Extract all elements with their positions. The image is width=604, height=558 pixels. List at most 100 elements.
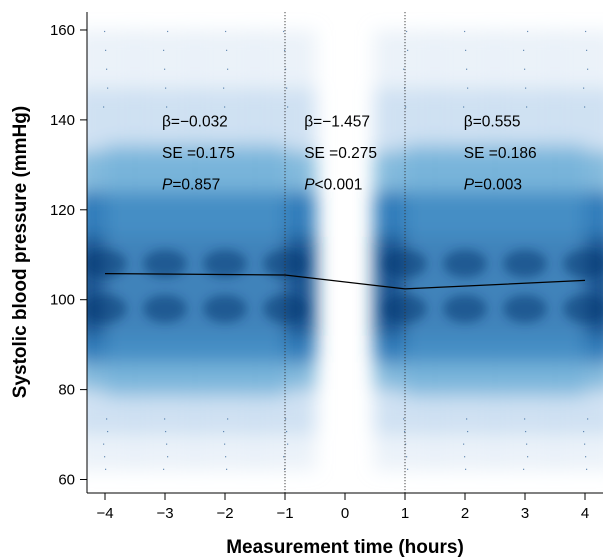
density-hotspot bbox=[263, 294, 307, 323]
measurement-speck bbox=[526, 443, 528, 445]
annotation-text: P=0.003 bbox=[464, 177, 522, 194]
x-tick-label: 4 bbox=[581, 505, 589, 522]
measurement-speck bbox=[284, 468, 286, 470]
density-hotspot bbox=[443, 249, 487, 278]
density-hotspot bbox=[503, 249, 547, 278]
measurement-speck bbox=[225, 456, 227, 458]
measurement-speck bbox=[226, 49, 228, 51]
measurement-speck bbox=[163, 468, 165, 470]
measurement-speck bbox=[283, 30, 285, 33]
reference-lines bbox=[284, 12, 406, 493]
measurement-speck bbox=[467, 430, 469, 433]
measurement-speck bbox=[106, 418, 108, 420]
measurement-speck bbox=[103, 106, 105, 108]
x-tick-label: −3 bbox=[156, 505, 173, 522]
x-tick-label: −1 bbox=[276, 505, 293, 522]
density-hotspot bbox=[263, 249, 307, 278]
measurement-speck bbox=[284, 49, 286, 51]
measurement-speck bbox=[227, 418, 229, 420]
measurement-speck bbox=[407, 468, 409, 470]
measurement-speck bbox=[103, 443, 105, 445]
annotation-text: β=0.555 bbox=[464, 114, 521, 131]
y-tick-label: 80 bbox=[58, 382, 75, 399]
y-tick-label: 100 bbox=[50, 292, 75, 309]
density-hotspot bbox=[87, 294, 127, 323]
measurement-speck bbox=[164, 68, 166, 70]
density-band bbox=[105, 142, 285, 399]
y-tick-label: 120 bbox=[50, 202, 75, 219]
measurement-speck bbox=[465, 49, 467, 51]
density-hotspot bbox=[503, 294, 547, 323]
y-tick-label: 60 bbox=[58, 472, 75, 489]
regression-line-group bbox=[104, 272, 586, 290]
measurement-speck bbox=[524, 68, 526, 70]
measurement-speck bbox=[165, 430, 167, 433]
measurement-speck bbox=[283, 456, 285, 458]
measurement-speck bbox=[466, 418, 468, 420]
x-tick-label: −4 bbox=[96, 505, 113, 522]
density-band bbox=[405, 142, 585, 399]
measurement-speck bbox=[527, 30, 529, 33]
measurement-speck bbox=[587, 68, 589, 70]
measurement-speck bbox=[523, 49, 525, 51]
density-layer bbox=[87, 29, 603, 471]
measurement-speck bbox=[464, 456, 466, 458]
measurement-speck bbox=[286, 87, 288, 89]
regression-line bbox=[104, 272, 586, 290]
measurement-speck bbox=[104, 456, 106, 458]
measurement-speck bbox=[166, 106, 168, 108]
measurement-speck bbox=[226, 468, 228, 470]
annotation-text: SE =0.175 bbox=[162, 145, 235, 162]
density-hotspot bbox=[383, 294, 427, 323]
measurement-speck bbox=[406, 456, 408, 458]
measurement-speck bbox=[527, 456, 529, 458]
measurement-speck bbox=[403, 418, 405, 420]
x-tick-label: 3 bbox=[521, 505, 529, 522]
density-hotspot bbox=[143, 249, 187, 278]
measurement-speck bbox=[225, 30, 227, 33]
density-hotspot bbox=[143, 294, 187, 323]
measurement-speck bbox=[583, 87, 585, 89]
y-tick-label: 160 bbox=[50, 22, 75, 39]
measurement-speck bbox=[585, 30, 587, 33]
measurement-speck bbox=[106, 68, 108, 70]
measurement-speck bbox=[584, 106, 586, 108]
y-tick-label: 140 bbox=[50, 112, 75, 129]
measurement-speck bbox=[407, 49, 409, 51]
measurement-speck bbox=[583, 430, 585, 433]
annotations: β=−0.032 SE =0.175 P=0.857 β=−1.457 SE =0.27… bbox=[162, 114, 537, 194]
measurement-speck bbox=[223, 430, 225, 433]
measurement-speck bbox=[223, 87, 225, 89]
density-hotspot bbox=[203, 294, 247, 323]
density-hotspot bbox=[87, 249, 127, 278]
measurement-speck bbox=[404, 430, 406, 433]
x-tick-label: 2 bbox=[461, 505, 469, 522]
measurement-speck bbox=[585, 456, 587, 458]
measurement-speck bbox=[586, 49, 588, 51]
density-hotspot bbox=[383, 249, 427, 278]
measurement-speck bbox=[107, 430, 109, 433]
density-hotspot bbox=[203, 249, 247, 278]
annotation-text: SE =0.275 bbox=[304, 145, 377, 162]
density-hotspot bbox=[563, 249, 603, 278]
measurement-speck bbox=[525, 87, 527, 89]
measurement-speck bbox=[285, 68, 287, 70]
measurement-speck bbox=[526, 106, 528, 108]
density-hotspot bbox=[563, 294, 603, 323]
annotation-text: P=0.857 bbox=[162, 177, 220, 194]
measurement-speck bbox=[467, 87, 469, 89]
measurement-speck bbox=[227, 68, 229, 70]
measurement-speck bbox=[584, 443, 586, 445]
density-hotspot bbox=[443, 294, 487, 323]
measurement-speck bbox=[105, 468, 107, 470]
measurement-speck bbox=[164, 418, 166, 420]
x-tick-label: −2 bbox=[216, 505, 233, 522]
x-tick-label: 0 bbox=[341, 505, 349, 522]
y-axis-title: Systolic blood pressure (mmHg) bbox=[10, 106, 31, 398]
measurement-speck bbox=[403, 68, 405, 70]
measurement-speck bbox=[224, 106, 226, 108]
measurement-speck bbox=[287, 443, 289, 445]
measurement-speck bbox=[525, 430, 527, 433]
measurement-speck bbox=[167, 456, 169, 458]
